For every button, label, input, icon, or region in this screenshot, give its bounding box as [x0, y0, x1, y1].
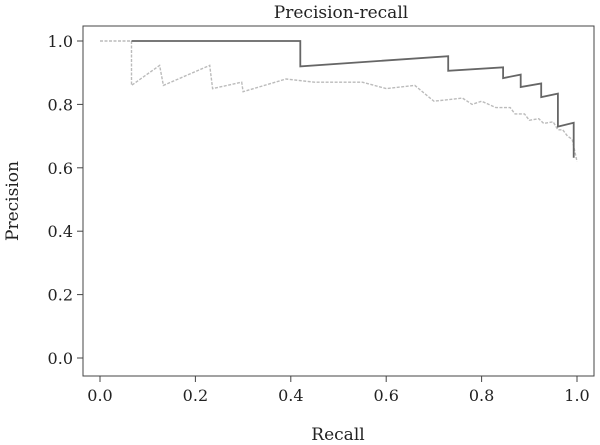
- series-line-light: [100, 40, 578, 162]
- x-axis: 0.0 0.2 0.4 0.6 0.8 1.0: [87, 376, 590, 405]
- x-tick-label: 0.6: [373, 386, 398, 405]
- x-tick-label: 0.0: [87, 386, 112, 405]
- y-tick-label: 1.0: [48, 32, 73, 51]
- y-axis-label: Precision: [3, 161, 23, 241]
- x-tick-label: 1.0: [564, 386, 589, 405]
- y-tick-label: 0.0: [48, 349, 73, 368]
- series-layer: [100, 40, 578, 162]
- y-axis: 0.0 0.2 0.4 0.6 0.8 1.0: [48, 32, 83, 368]
- series-line-dark: [131, 40, 575, 158]
- y-tick-label: 0.2: [48, 286, 73, 305]
- y-tick-label: 0.8: [48, 95, 73, 114]
- x-axis-label: Recall: [311, 425, 364, 445]
- plot-frame: [82, 25, 595, 377]
- x-tick-label: 0.8: [469, 386, 494, 405]
- x-tick-label: 0.2: [183, 386, 208, 405]
- y-tick-label: 0.4: [48, 222, 73, 241]
- x-tick-label: 0.4: [278, 386, 303, 405]
- y-tick-label: 0.6: [48, 159, 73, 178]
- chart-title: Precision-recall: [274, 3, 408, 23]
